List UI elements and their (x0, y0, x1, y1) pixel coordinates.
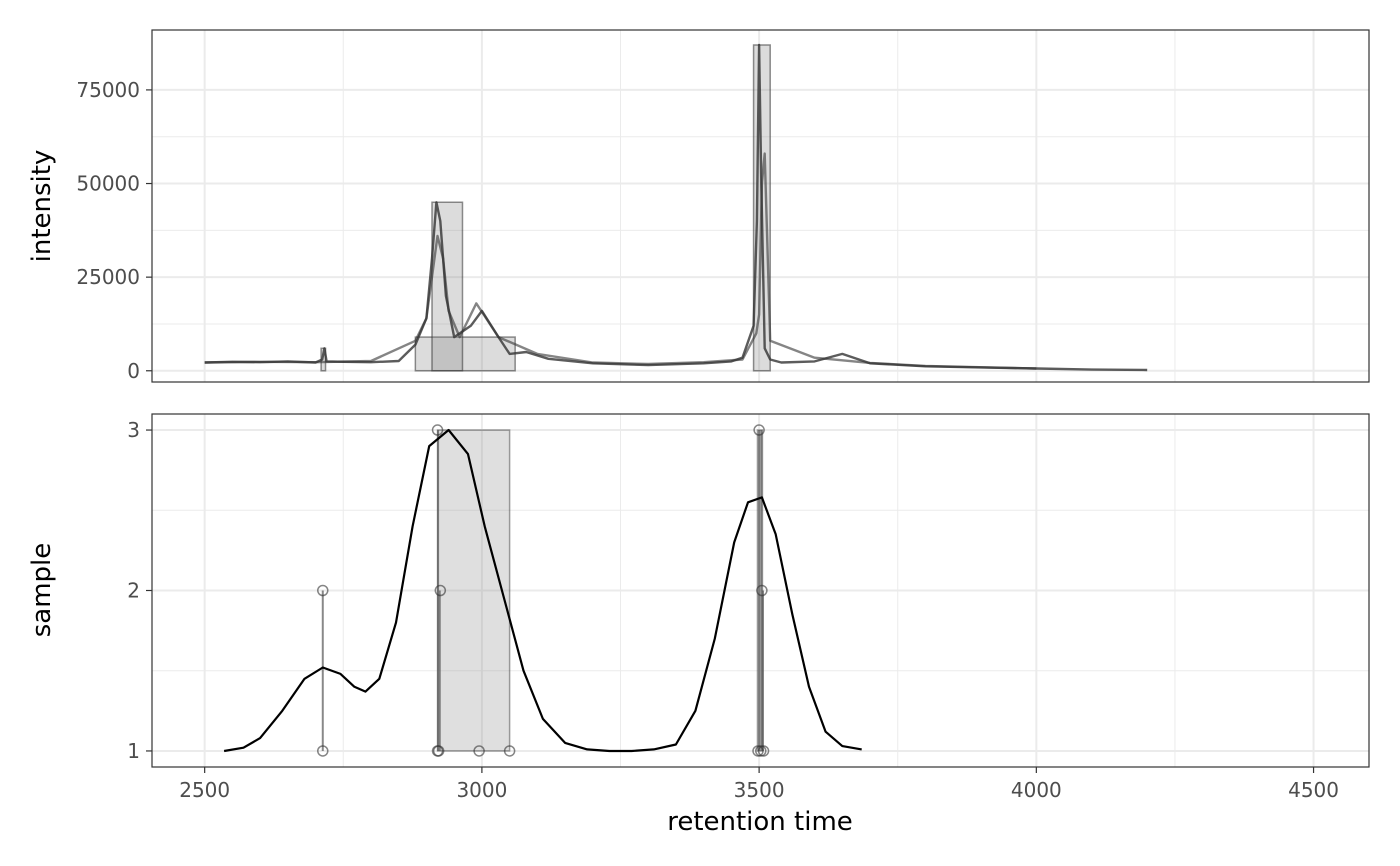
top-panel-y-ticks: 0 25000 50000 75000 (76, 78, 152, 383)
x-tick-label: 3000 (456, 778, 507, 802)
bottom-y-axis-title: sample (27, 543, 57, 638)
peak-area (431, 201, 464, 372)
top-panel-border (151, 29, 1370, 383)
y-tick-label: 3 (127, 418, 140, 442)
data-point (756, 584, 768, 597)
data-point (317, 584, 329, 597)
data-point (434, 584, 447, 597)
bottom-panel-points (317, 424, 770, 757)
y-tick-label: 2 (127, 579, 140, 603)
chromatogram-line (204, 152, 1037, 370)
y-tick-label: 50000 (76, 172, 140, 196)
top-y-axis-title: intensity (27, 150, 57, 263)
x-tick-label: 2500 (179, 778, 230, 802)
top-panel-chromatograms (204, 43, 1148, 372)
peak-area (414, 336, 516, 372)
x-tick-label: 4000 (1011, 778, 1062, 802)
bottom-panel-x-ticks: 2500 3000 3500 4000 4500 (179, 767, 1339, 802)
data-point (432, 745, 445, 757)
x-tick-label: 3500 (734, 778, 785, 802)
y-tick-label: 0 (127, 359, 140, 383)
data-point (317, 745, 329, 757)
data-point (753, 424, 765, 436)
y-tick-label: 25000 (76, 265, 140, 289)
y-tick-label: 1 (127, 739, 140, 763)
bottom-panel-y-ticks: 1 2 3 (127, 418, 152, 763)
data-point (757, 745, 770, 757)
bottom-panel-density (223, 428, 862, 753)
x-axis-title: retention time (667, 807, 853, 837)
data-point (503, 745, 516, 757)
data-point (473, 745, 485, 757)
density-curve (223, 428, 862, 753)
top-panel: 0 25000 50000 75000 intensity (27, 29, 1370, 383)
y-tick-label: 75000 (76, 78, 140, 102)
bottom-panel-segments (321, 430, 764, 751)
data-point (431, 424, 444, 436)
x-tick-label: 4500 (1288, 778, 1339, 802)
bottom-panel: 1 2 3 2500 3000 3500 4000 4500 sample retentio… (27, 413, 1370, 837)
